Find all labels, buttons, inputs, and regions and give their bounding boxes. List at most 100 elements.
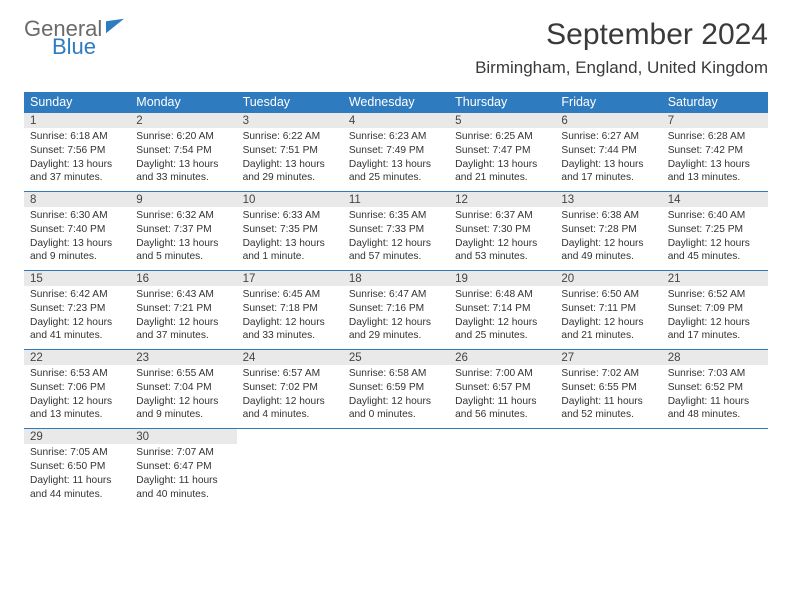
sunrise-line: Sunrise: 6:35 AM [349, 210, 427, 221]
sunrise-line: Sunrise: 6:57 AM [243, 368, 321, 379]
day-detail-cell: Sunrise: 6:35 AM Sunset: 7:33 PM Daylight:… [343, 207, 449, 271]
day-detail-cell: Sunrise: 6:58 AMSunset: 6:59 PMDaylight:… [343, 365, 449, 429]
sunset-line: Sunset: 7:28 PM [561, 224, 636, 235]
daylight-line: Daylight: 13 hours and 9 minutes. [30, 238, 112, 263]
day-number-cell: 1 [24, 113, 130, 129]
day-detail-cell: Sunrise: 6:55 AMSunset: 7:04 PMDaylight:… [130, 365, 236, 429]
sunrise-line: Sunrise: 6:32 AM [136, 210, 214, 221]
sunrise-line: Sunrise: 7:07 AM [136, 447, 214, 458]
sunset-line: Sunset: 7:56 PM [30, 145, 105, 156]
daylight-line: Daylight: 13 hours and 25 minutes. [349, 159, 431, 184]
sunrise-line: Sunrise: 6:20 AM [136, 131, 214, 142]
daylight-line: Daylight: 11 hours and 44 minutes. [30, 475, 111, 500]
daylight-line: Daylight: 13 hours and 17 minutes. [561, 159, 643, 184]
day-detail-cell: Sunrise: 6:52 AMSunset: 7:09 PMDaylight:… [662, 286, 768, 350]
week-0-daynum-row: 1234567 [24, 113, 768, 129]
day-detail-cell: Sunrise: 6:25 AMSunset: 7:47 PMDaylight:… [449, 128, 555, 192]
sunrise-line: Sunrise: 6:42 AM [30, 289, 108, 300]
sunrise-line: Sunrise: 6:38 AM [561, 210, 639, 221]
day-detail-cell: Sunrise: 6:47 AMSunset: 7:16 PMDaylight:… [343, 286, 449, 350]
day-number-cell: 17 [237, 271, 343, 287]
day-number-cell [555, 429, 661, 445]
weekday-header-thursday: Thursday [449, 92, 555, 113]
daylight-line: Daylight: 12 hours and 57 minutes. [349, 238, 431, 263]
sunset-line: Sunset: 7:44 PM [561, 145, 636, 156]
sunset-line: Sunset: 7:30 PM [455, 224, 530, 235]
daylight-line: Daylight: 12 hours and 49 minutes. [561, 238, 643, 263]
day-detail-cell: Sunrise: 6:42 AM Sunset: 7:23 PM Daylight:… [24, 286, 130, 350]
sunrise-line: Sunrise: 6:48 AM [455, 289, 533, 300]
sunrise-line: Sunrise: 6:18 AM [30, 131, 108, 142]
daylight-line: Daylight: 12 hours and 21 minutes. [561, 317, 643, 342]
day-number-cell [237, 429, 343, 445]
week-3-detail-row: Sunrise: 6:53 AMSunset: 7:06 PMDaylight:… [24, 365, 768, 429]
day-detail-cell [662, 444, 768, 507]
daylight-line: Daylight: 12 hours and 17 minutes. [668, 317, 750, 342]
sunrise-line: Sunrise: 6:37 AM [455, 210, 533, 221]
day-detail-cell: Sunrise: 6:27 AMSunset: 7:44 PMDaylight:… [555, 128, 661, 192]
daylight-line: Daylight: 12 hours and 45 minutes. [668, 238, 750, 263]
logo-triangle-icon [106, 19, 124, 34]
sunrise-line: Sunrise: 6:53 AM [30, 368, 108, 379]
daylight-line: Daylight: 12 hours and 9 minutes. [136, 396, 218, 421]
daylight-line: Daylight: 13 hours and 13 minutes. [668, 159, 750, 184]
day-number-cell: 3 [237, 113, 343, 129]
logo: General Blue [24, 18, 124, 58]
day-number-cell: 14 [662, 192, 768, 208]
sunrise-line: Sunrise: 7:05 AM [30, 447, 108, 458]
day-number-cell: 30 [130, 429, 236, 445]
location-subtitle: Birmingham, England, United Kingdom [475, 58, 768, 78]
week-3-daynum-row: 22232425262728 [24, 350, 768, 366]
sunset-line: Sunset: 7:51 PM [243, 145, 318, 156]
sunset-line: Sunset: 7:35 PM [243, 224, 318, 235]
week-2-detail-row: Sunrise: 6:42 AM Sunset: 7:23 PM Daylight:… [24, 286, 768, 350]
day-number-cell: 24 [237, 350, 343, 366]
sunset-line: Sunset: 7:23 PM [30, 303, 105, 314]
sunrise-line: Sunrise: 6:40 AM [668, 210, 746, 221]
day-number-cell: 5 [449, 113, 555, 129]
day-number-cell: 21 [662, 271, 768, 287]
daylight-line: Daylight: 12 hours and 4 minutes. [243, 396, 325, 421]
day-number-cell: 19 [449, 271, 555, 287]
day-detail-cell: Sunrise: 7:00 AMSunset: 6:57 PMDaylight:… [449, 365, 555, 429]
sunrise-line: Sunrise: 6:22 AM [243, 131, 321, 142]
sunrise-line: Sunrise: 6:23 AM [349, 131, 427, 142]
sunrise-line: Sunrise: 6:47 AM [349, 289, 427, 300]
day-detail-cell: Sunrise: 6:57 AMSunset: 7:02 PMDaylight:… [237, 365, 343, 429]
sunrise-line: Sunrise: 6:25 AM [455, 131, 533, 142]
day-number-cell: 28 [662, 350, 768, 366]
day-number-cell: 26 [449, 350, 555, 366]
sunrise-line: Sunrise: 6:50 AM [561, 289, 639, 300]
day-detail-cell: Sunrise: 6:53 AMSunset: 7:06 PMDaylight:… [24, 365, 130, 429]
day-detail-cell: Sunrise: 6:18 AM Sunset: 7:56 PM Daylight:… [24, 128, 130, 192]
daylight-line: Daylight: 11 hours and 52 minutes. [561, 396, 642, 421]
day-detail-cell: Sunrise: 6:22 AM Sunset: 7:51 PM Daylight:… [237, 128, 343, 192]
sunrise-line: Sunrise: 6:55 AM [136, 368, 214, 379]
day-number-cell [662, 429, 768, 445]
week-4-detail-row: Sunrise: 7:05 AMSunset: 6:50 PMDaylight:… [24, 444, 768, 507]
daylight-line: Daylight: 11 hours and 48 minutes. [668, 396, 749, 421]
daylight-line: Daylight: 12 hours and 25 minutes. [455, 317, 537, 342]
sunset-line: Sunset: 6:47 PM [136, 461, 211, 472]
day-number-cell: 12 [449, 192, 555, 208]
daylight-line: Daylight: 11 hours and 40 minutes. [136, 475, 217, 500]
daylight-line: Daylight: 13 hours and 29 minutes. [243, 159, 325, 184]
day-detail-cell: Sunrise: 6:43 AMSunset: 7:21 PMDaylight:… [130, 286, 236, 350]
day-number-cell: 18 [343, 271, 449, 287]
calendar-weekday-header: SundayMondayTuesdayWednesdayThursdayFrid… [24, 92, 768, 113]
day-detail-cell [343, 444, 449, 507]
daylight-line: Daylight: 12 hours and 29 minutes. [349, 317, 431, 342]
sunset-line: Sunset: 7:11 PM [561, 303, 636, 314]
day-detail-cell: Sunrise: 6:38 AM Sunset: 7:28 PM Daylight:… [555, 207, 661, 271]
weekday-header-friday: Friday [555, 92, 661, 113]
daylight-line: Daylight: 12 hours and 41 minutes. [30, 317, 112, 342]
sunset-line: Sunset: 7:18 PM [243, 303, 318, 314]
day-detail-cell [237, 444, 343, 507]
sunset-line: Sunset: 7:33 PM [349, 224, 424, 235]
month-title: September 2024 [475, 18, 768, 52]
day-number-cell: 16 [130, 271, 236, 287]
calendar-table: SundayMondayTuesdayWednesdayThursdayFrid… [24, 92, 768, 507]
daylight-line: Daylight: 13 hours and 37 minutes. [30, 159, 112, 184]
sunrise-line: Sunrise: 7:00 AM [455, 368, 533, 379]
day-number-cell: 6 [555, 113, 661, 129]
